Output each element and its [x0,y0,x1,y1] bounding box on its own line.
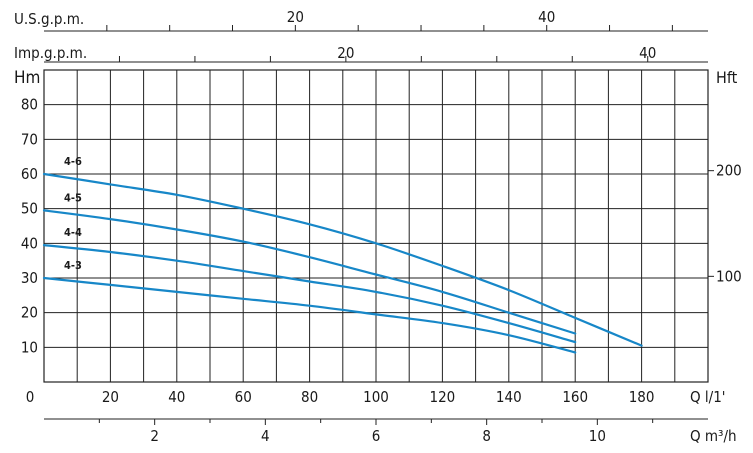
y-left-tick-label: 30 [21,269,38,287]
x-primary-tick-label: 120 [430,388,456,406]
grid-layer [44,70,708,382]
labels-layer: 4-3 4-4 4-5 4-6 [64,155,82,272]
x-m3h-tick-label: 6 [372,427,381,445]
x-m3h-axis-label: Q m³/h [690,427,737,445]
curve-4-5 [42,209,577,335]
y-right-tick-label: 200 [716,162,742,180]
x-m3h-tick-label: 8 [482,427,491,445]
curve-label-4-3: 4-3 [64,259,82,272]
x-m3h-tick-label: 10 [589,427,606,445]
y-right-tick-label: 100 [716,267,742,285]
x-usgpm-tick-label: 20 [287,8,304,26]
x-primary-tick-label: 40 [168,388,185,406]
plot-frame [43,69,709,383]
plot-border [43,69,709,383]
x-impgpm-tick-label: 20 [337,44,354,62]
x-primary-tick-label: 160 [562,388,588,406]
y-left-tick-label: 60 [21,165,38,183]
x-primary-axis-label: Q l/1' [690,388,726,406]
y-left-tick-label: 80 [21,96,38,114]
x-primary-tick-label: 80 [301,388,318,406]
y-left-tick-label: 40 [21,234,38,252]
y-left-tick-label: 10 [21,338,38,356]
x-primary-tick-label: 20 [102,388,119,406]
y-left-tick-label: 20 [21,304,38,322]
curve-label-4-6: 4-6 [64,155,82,168]
y-left-tick-label: 50 [21,200,38,218]
curve-label-4-5: 4-5 [64,191,82,204]
y-left-axis-label: Hm [14,68,40,88]
curve-4-4 [42,244,577,344]
curves-layer [42,172,643,354]
x-primary-tick-label: 140 [496,388,522,406]
x-m3h-tick-label: 4 [261,427,270,445]
y-left-tick-label: 70 [21,130,38,148]
axes-layer: 10 20 30 40 50 60 70 80 100 200 0 20 40 60 80 100 120 140… [21,8,742,445]
x-m3h-tick-label: 2 [150,427,159,445]
us-gpm-axis-label: U.S.g.p.m. [14,10,84,28]
x-primary-tick-label: 180 [629,388,655,406]
imp-gpm-axis-label: Imp.g.p.m. [14,44,87,62]
curve-4-3 [42,276,577,354]
curve-label-4-4: 4-4 [64,226,82,239]
x-primary-tick-label: 100 [363,388,389,406]
curve-4-6 [42,172,643,347]
x-primary-tick-label: 60 [235,388,252,406]
x-impgpm-tick-label: 40 [639,44,656,62]
y-right-axis-label: Hft [716,68,738,87]
x-primary-tick-label: 0 [26,388,35,406]
x-usgpm-tick-label: 40 [538,8,555,26]
